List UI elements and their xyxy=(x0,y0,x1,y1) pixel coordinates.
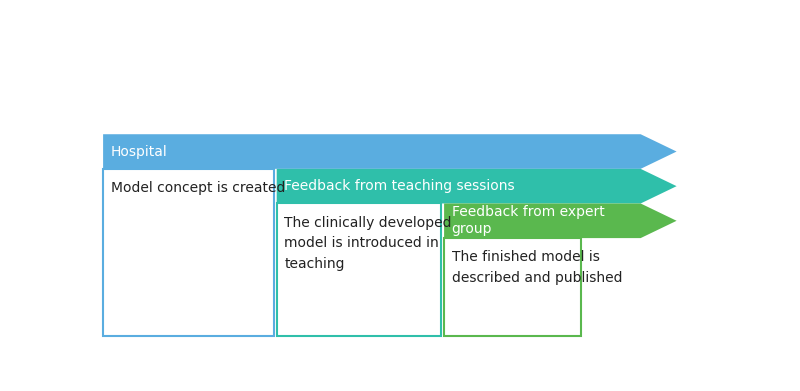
Text: The finished model is
described and published: The finished model is described and publ… xyxy=(451,250,622,285)
Text: Feedback from expert
group: Feedback from expert group xyxy=(451,205,604,237)
Bar xyxy=(277,203,441,336)
Polygon shape xyxy=(103,134,677,169)
Bar xyxy=(444,238,581,336)
Text: The clinically developed
model is introduced in
teaching: The clinically developed model is introd… xyxy=(284,215,452,271)
Text: Feedback from teaching sessions: Feedback from teaching sessions xyxy=(284,179,514,193)
Text: Model concept is created: Model concept is created xyxy=(110,181,285,195)
Bar xyxy=(103,169,274,336)
Text: Hospital: Hospital xyxy=(110,145,167,158)
Polygon shape xyxy=(444,203,677,238)
Polygon shape xyxy=(277,169,677,203)
